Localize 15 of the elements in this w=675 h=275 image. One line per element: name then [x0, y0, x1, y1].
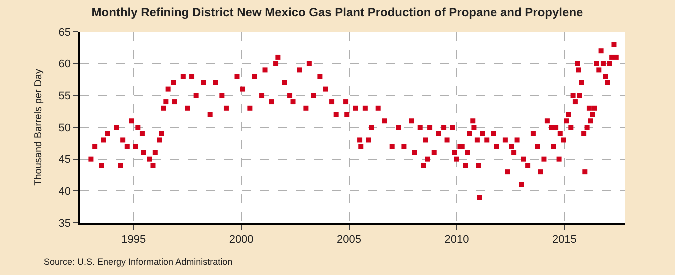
y-tick-label: 45	[58, 154, 72, 166]
y-tick-label: 65	[58, 26, 72, 39]
x-tick-label: 2015	[552, 234, 577, 246]
y-tick-label: 60	[58, 58, 72, 71]
y-tick-label: 50	[58, 122, 72, 134]
x-tick-label: 2000	[229, 234, 254, 246]
x-tick-label: 2005	[337, 234, 362, 246]
x-tick-label: 2010	[444, 234, 470, 246]
y-tick-label: 55	[58, 90, 72, 103]
y-tick-label: 40	[58, 186, 72, 198]
chart-title: Monthly Refining District New Mexico Gas Plant Production of Propane and Propylene	[92, 6, 584, 20]
y-tick-label: 35	[58, 218, 72, 230]
source-note: Source: U.S. Energy Information Administration	[44, 257, 233, 267]
y-axis-title: Thousand Barrels per Day	[33, 69, 44, 186]
x-tick-label: 1995	[122, 234, 146, 246]
